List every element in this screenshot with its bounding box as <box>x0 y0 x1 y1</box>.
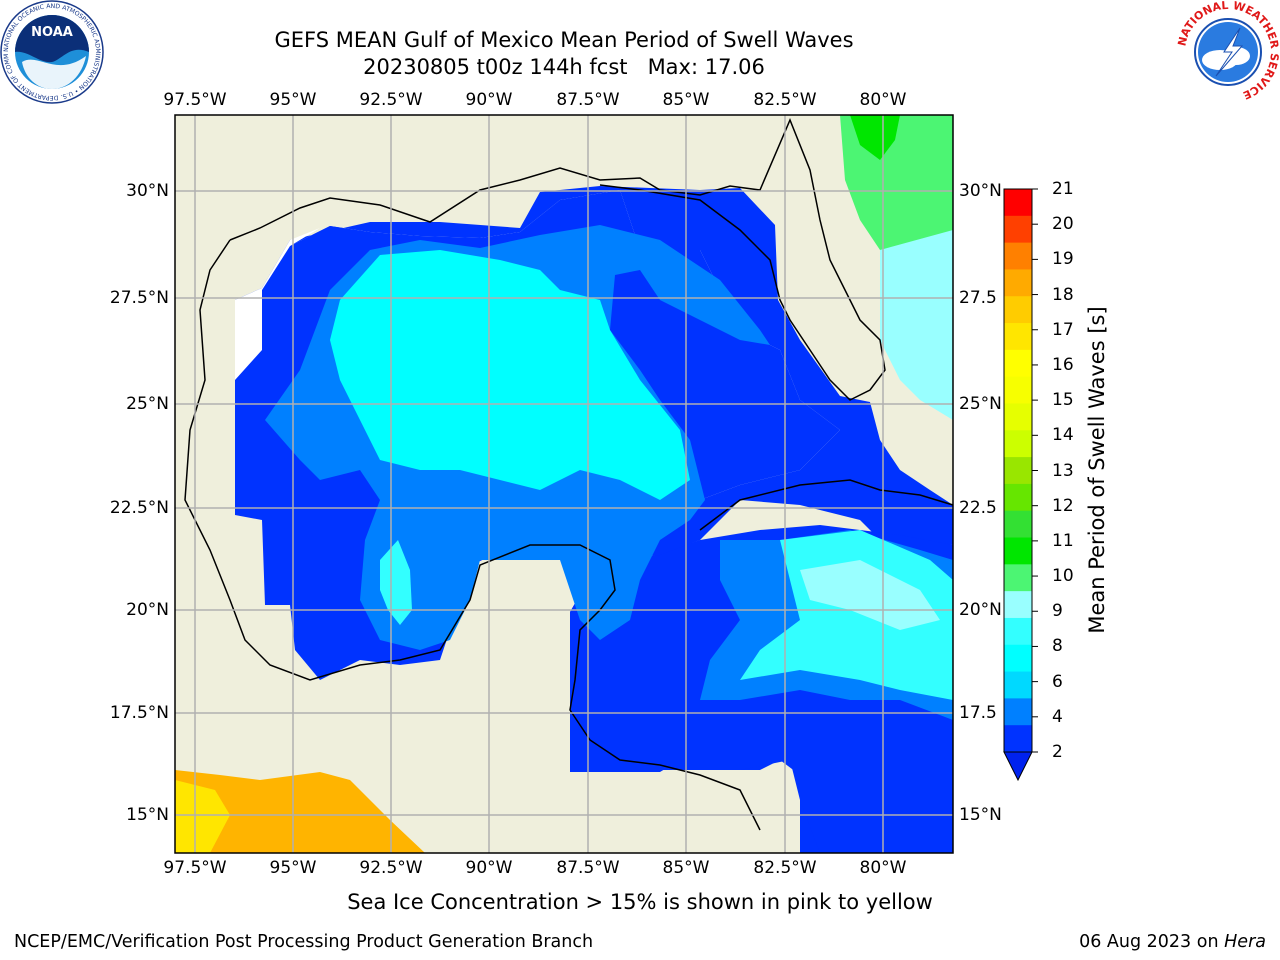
nws-logo: NATIONAL WEATHER SERVICE <box>1176 0 1280 103</box>
lat-tick-right: 15°N <box>959 805 1002 825</box>
colorbar-tick-label: 13 <box>1052 460 1074 481</box>
colorbar-segment <box>1004 215 1032 244</box>
colorbar-segment <box>1004 403 1032 431</box>
colorbar-label: Mean Period of Swell Waves [s] <box>1085 306 1109 634</box>
lon-tick-bottom: 97.5°W <box>163 858 227 878</box>
gridlines <box>175 115 953 853</box>
lon-tick-top: 82.5°W <box>753 90 817 110</box>
footer-date: 06 Aug 2023 on Hera <box>1079 932 1266 952</box>
sea-ice-caption: Sea Ice Concentration > 15% is shown in … <box>347 890 933 914</box>
lon-tick-top: 85°W <box>662 90 710 110</box>
colorbar-tick-label: 8 <box>1052 636 1063 657</box>
caribbean-cyan <box>740 530 953 700</box>
lon-tick-top: 90°W <box>465 90 513 110</box>
sea-ice-pacific <box>175 770 425 853</box>
colorbar-tick-label: 19 <box>1052 249 1074 270</box>
noaa-logo: NATIONAL OCEANIC AND ATMOSPHERIC ADMINIS… <box>0 0 104 104</box>
lon-tick-bottom: 90°W <box>465 858 513 878</box>
footer-credit: NCEP/EMC/Verification Post Processing Pr… <box>14 932 594 952</box>
colorbar-segment <box>1004 725 1032 753</box>
lat-tick-right: 30°N <box>959 181 1002 201</box>
colorbar-tick-label: 12 <box>1052 495 1074 516</box>
map-frame <box>174 114 954 854</box>
colorbar-segment <box>1004 269 1032 297</box>
lon-tick-top: 92.5°W <box>359 90 423 110</box>
colorbar-tick-label: 2 <box>1052 742 1063 762</box>
lon-tick-bottom: 80°W <box>859 858 907 878</box>
lon-tick-top: 87.5°W <box>556 90 620 110</box>
colorbar-tick-label: 18 <box>1052 284 1074 305</box>
lat-tick-right: 17.5 <box>959 703 997 723</box>
lon-tick-top: 97.5°W <box>163 90 227 110</box>
colorbar-segment <box>1004 430 1032 458</box>
colorbar-tick-label: 21 <box>1052 179 1074 199</box>
colorbar-tick-label: 10 <box>1052 566 1074 587</box>
colorbar-segment <box>1004 591 1032 619</box>
colorbar-segment <box>1004 671 1032 699</box>
forecast-subtitle: 20230805 t00z 144h fcst <box>363 55 628 79</box>
lat-tick-right: 25°N <box>959 394 1002 414</box>
colorbar-tick-label: 11 <box>1052 530 1074 551</box>
footer-on: on <box>1196 932 1219 952</box>
caribbean-cyan-light <box>800 560 940 630</box>
bay-campeche-cyan <box>380 540 412 625</box>
max-value-label: Max: 17.06 <box>647 55 765 79</box>
lon-tick-top: 80°W <box>859 90 907 110</box>
colorbar-segment <box>1004 349 1032 378</box>
atlantic-cyan <box>880 230 953 420</box>
colorbar-tick-label: 16 <box>1052 354 1074 375</box>
chart-title: GEFS MEAN Gulf of Mexico Mean Period of … <box>274 28 854 52</box>
lat-tick-left: 27.5°N <box>109 288 169 308</box>
colorbar-under-extension <box>1003 751 1033 782</box>
lat-tick-left: 17.5°N <box>109 703 169 723</box>
lat-tick-left: 30°N <box>126 181 169 201</box>
lat-tick-right: 20°N <box>959 600 1002 620</box>
lat-tick-left: 20°N <box>126 600 169 620</box>
colorbar-segment <box>1004 698 1032 726</box>
footer-machine: Hera <box>1224 932 1266 952</box>
lat-tick-right: 22.5 <box>959 498 997 518</box>
noaa-logo-text: NOAA <box>31 25 73 40</box>
colorbar-tick-label: 6 <box>1052 671 1063 692</box>
lon-tick-bottom: 87.5°W <box>556 858 620 878</box>
gulf-water-cyan <box>330 250 690 500</box>
colorbar-segment <box>1004 296 1032 324</box>
colorbar-segment <box>1004 510 1032 539</box>
colorbar-segment <box>1004 323 1032 351</box>
footer-date-value: 06 Aug 2023 <box>1079 932 1192 952</box>
colorbar-tick-label: 15 <box>1052 390 1074 411</box>
lat-tick-left: 22.5°N <box>109 498 169 518</box>
colorbar-tick-label: 20 <box>1052 214 1074 235</box>
atlantic-bright-green <box>850 115 900 160</box>
lat-tick-right: 27.5 <box>959 288 997 308</box>
lon-tick-top: 95°W <box>269 90 317 110</box>
colorbar-segment <box>1004 483 1032 512</box>
colorbar-segment <box>1004 617 1032 646</box>
lon-tick-bottom: 82.5°W <box>753 858 817 878</box>
colorbar-segment <box>1004 376 1032 404</box>
lon-tick-bottom: 95°W <box>269 858 317 878</box>
lon-tick-bottom: 92.5°W <box>359 858 423 878</box>
colorbar-tick-label: 4 <box>1052 706 1063 727</box>
colorbar-segment <box>1004 564 1032 592</box>
colorbar-segment <box>1004 537 1032 565</box>
colorbar-segment <box>1004 644 1032 673</box>
colorbar-tick-label: 14 <box>1052 425 1074 446</box>
colorbar-segment <box>1004 242 1032 270</box>
lat-tick-left: 25°N <box>126 394 169 414</box>
sea-ice-pacific-yellow <box>175 780 230 853</box>
map-border <box>174 114 954 854</box>
colorbar-segment <box>1004 189 1032 217</box>
colorbar <box>1003 188 1038 782</box>
coastal-no-data <box>235 228 320 380</box>
colorbar-tick-label: 9 <box>1052 601 1063 622</box>
chart-subtitle-row: 20230805 t00z 144h fcst Max: 17.06 <box>0 55 1128 80</box>
colorbar-segment <box>1004 457 1032 485</box>
lon-tick-bottom: 85°W <box>662 858 710 878</box>
lat-tick-left: 15°N <box>126 805 169 825</box>
colorbar-tick-label: 17 <box>1052 319 1074 340</box>
